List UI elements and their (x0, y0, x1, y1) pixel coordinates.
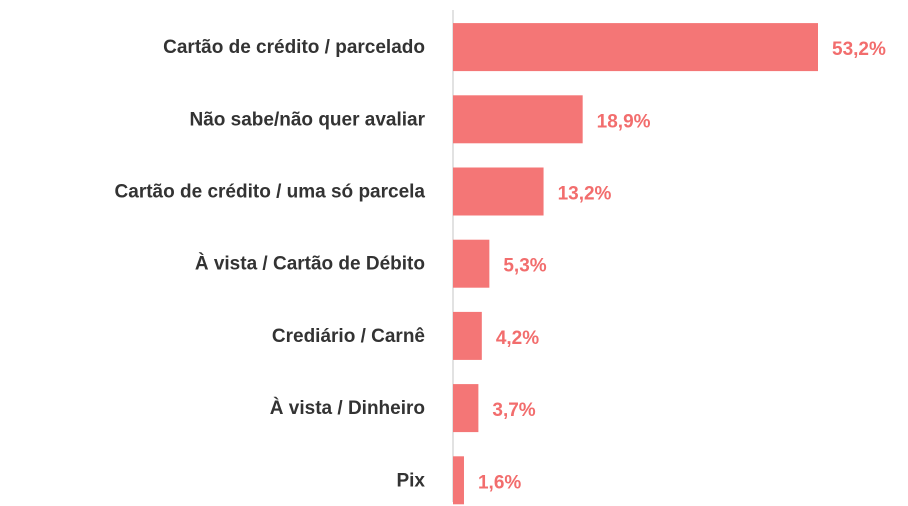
category-label: Cartão de crédito / uma só parcela (115, 182, 426, 203)
category-label: Pix (396, 470, 425, 491)
value-label: 13,2% (558, 184, 612, 205)
bar (453, 311, 482, 360)
value-label: 1,6% (478, 472, 521, 493)
bar (453, 95, 583, 144)
value-label: 18,9% (597, 111, 651, 132)
category-label: Crediário / Carnê (272, 326, 425, 347)
bar (453, 167, 544, 216)
category-label: Não sabe/não quer avaliar (190, 109, 426, 130)
category-label: Cartão de crédito / parcelado (163, 37, 425, 58)
category-label: À vista / Cartão de Débito (195, 253, 425, 275)
bar (453, 239, 490, 288)
category-label: À vista / Dinheiro (270, 397, 425, 419)
value-label: 5,3% (503, 256, 546, 277)
value-label: 3,7% (492, 400, 535, 421)
value-label: 53,2% (832, 39, 886, 60)
bar (453, 384, 479, 433)
bar (453, 23, 818, 72)
value-label: 4,2% (496, 328, 539, 349)
bar (453, 456, 464, 505)
